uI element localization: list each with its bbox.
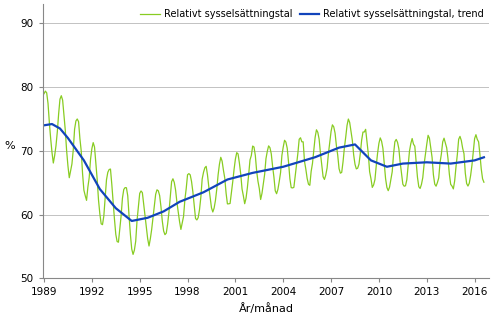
Relativt sysselsättningstal, trend xyxy=(214,183,220,187)
Relativt sysselsättningstal xyxy=(41,92,47,96)
Relativt sysselsättningstal, trend xyxy=(399,162,405,166)
Relativt sysselsättningstal, trend xyxy=(447,162,453,165)
Line: Relativt sysselsättningstal, trend: Relativt sysselsättningstal, trend xyxy=(44,124,484,221)
Relativt sysselsättningstal xyxy=(130,252,136,256)
Relativt sysselsättningstal xyxy=(329,123,335,127)
Relativt sysselsättningstal, trend xyxy=(49,122,55,126)
Legend: Relativt sysselsättningstal, Relativt sysselsättningstal, trend: Relativt sysselsättningstal, Relativt sy… xyxy=(136,5,488,23)
Relativt sysselsättningstal xyxy=(438,152,444,156)
Y-axis label: %: % xyxy=(4,141,15,151)
Relativt sysselsättningstal xyxy=(447,172,453,176)
Relativt sysselsättningstal, trend xyxy=(129,219,135,223)
Relativt sysselsättningstal, trend xyxy=(404,162,410,165)
Relativt sysselsättningstal xyxy=(404,178,410,182)
Relativt sysselsättningstal, trend xyxy=(481,156,487,159)
Relativt sysselsättningstal xyxy=(42,89,48,93)
X-axis label: År/månad: År/månad xyxy=(238,303,293,314)
Relativt sysselsättningstal xyxy=(214,187,220,191)
Relativt sysselsättningstal, trend xyxy=(329,149,335,152)
Relativt sysselsättningstal, trend xyxy=(41,123,47,127)
Relativt sysselsättningstal xyxy=(481,180,487,184)
Relativt sysselsättningstal, trend xyxy=(438,161,444,165)
Line: Relativt sysselsättningstal: Relativt sysselsättningstal xyxy=(44,91,484,254)
Relativt sysselsättningstal xyxy=(399,171,405,175)
